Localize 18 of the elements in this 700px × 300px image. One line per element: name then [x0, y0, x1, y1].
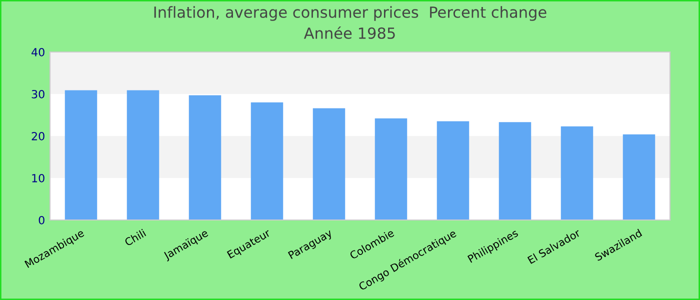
x-tick-label: Chili: [124, 228, 146, 246]
bar: [622, 134, 656, 220]
bar: [498, 122, 532, 220]
bar: [250, 102, 284, 220]
chart-title: Inflation, average consumer prices Percent change: [154, 6, 546, 21]
y-tick-label: 20: [32, 132, 44, 140]
y-tick-label: 0: [38, 216, 44, 224]
chart-subtitle: Année 1985: [304, 26, 395, 39]
bar: [560, 126, 594, 220]
bar: [64, 90, 98, 220]
bar: [374, 118, 408, 220]
bar: [312, 108, 346, 220]
y-tick-label: 40: [32, 48, 44, 56]
bar: [126, 90, 160, 220]
y-tick-label: 30: [32, 90, 44, 98]
bar: [188, 95, 222, 220]
y-tick-label: 10: [32, 174, 44, 182]
bar: [436, 121, 470, 220]
